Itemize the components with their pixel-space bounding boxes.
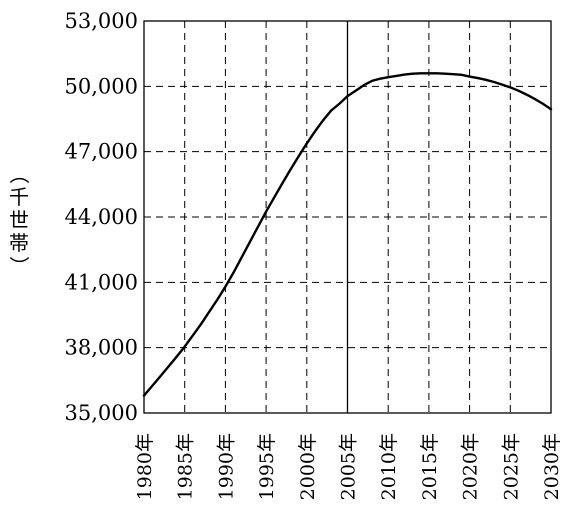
plot-frame-border — [143, 20, 552, 414]
y-axis-label: （千世帯） — [7, 164, 31, 276]
y-tick-label: 38,000 — [65, 336, 138, 360]
x-tick-label: 2000年 — [297, 433, 319, 500]
x-tick-label: 2005年 — [338, 433, 360, 500]
y-tick-label: 47,000 — [65, 140, 138, 164]
y-axis-label-char: ） — [7, 256, 31, 276]
y-tick-label: 41,000 — [65, 270, 138, 294]
x-tick-label: 1990年 — [215, 433, 237, 500]
y-tick-labels: 35,000 38,000 41,000 44,000 47,000 50,000 53,0… — [65, 9, 138, 425]
x-tick-label: 2025年 — [500, 433, 522, 500]
plot-frame — [143, 20, 552, 414]
y-axis-label-char: 千 — [9, 185, 29, 209]
y-tick-label: 44,000 — [65, 205, 138, 229]
series-layer — [142, 72, 553, 397]
y-axis-label-char: 世 — [9, 208, 29, 232]
y-tick-label: 35,000 — [65, 401, 138, 425]
x-tick-label: 1985年 — [175, 433, 197, 500]
x-tick-label: 2010年 — [378, 433, 400, 500]
y-axis-label-char: 帯 — [9, 231, 29, 255]
y-tick-label: 50,000 — [65, 74, 138, 98]
y-axis-label-char: （ — [7, 164, 31, 184]
x-tick-label: 1995年 — [256, 433, 278, 500]
x-tick-label: 2020年 — [460, 433, 482, 500]
y-tick-label: 53,000 — [65, 9, 138, 33]
x-tick-label: 2030年 — [541, 433, 563, 500]
x-tick-label: 2015年 — [419, 433, 441, 500]
x-tick-label: 1980年 — [134, 433, 156, 500]
series-line — [142, 72, 553, 397]
x-tick-labels: 1980年 1985年 1990年 1995年 2000年 2005年 2010年 2015年… — [134, 433, 563, 500]
